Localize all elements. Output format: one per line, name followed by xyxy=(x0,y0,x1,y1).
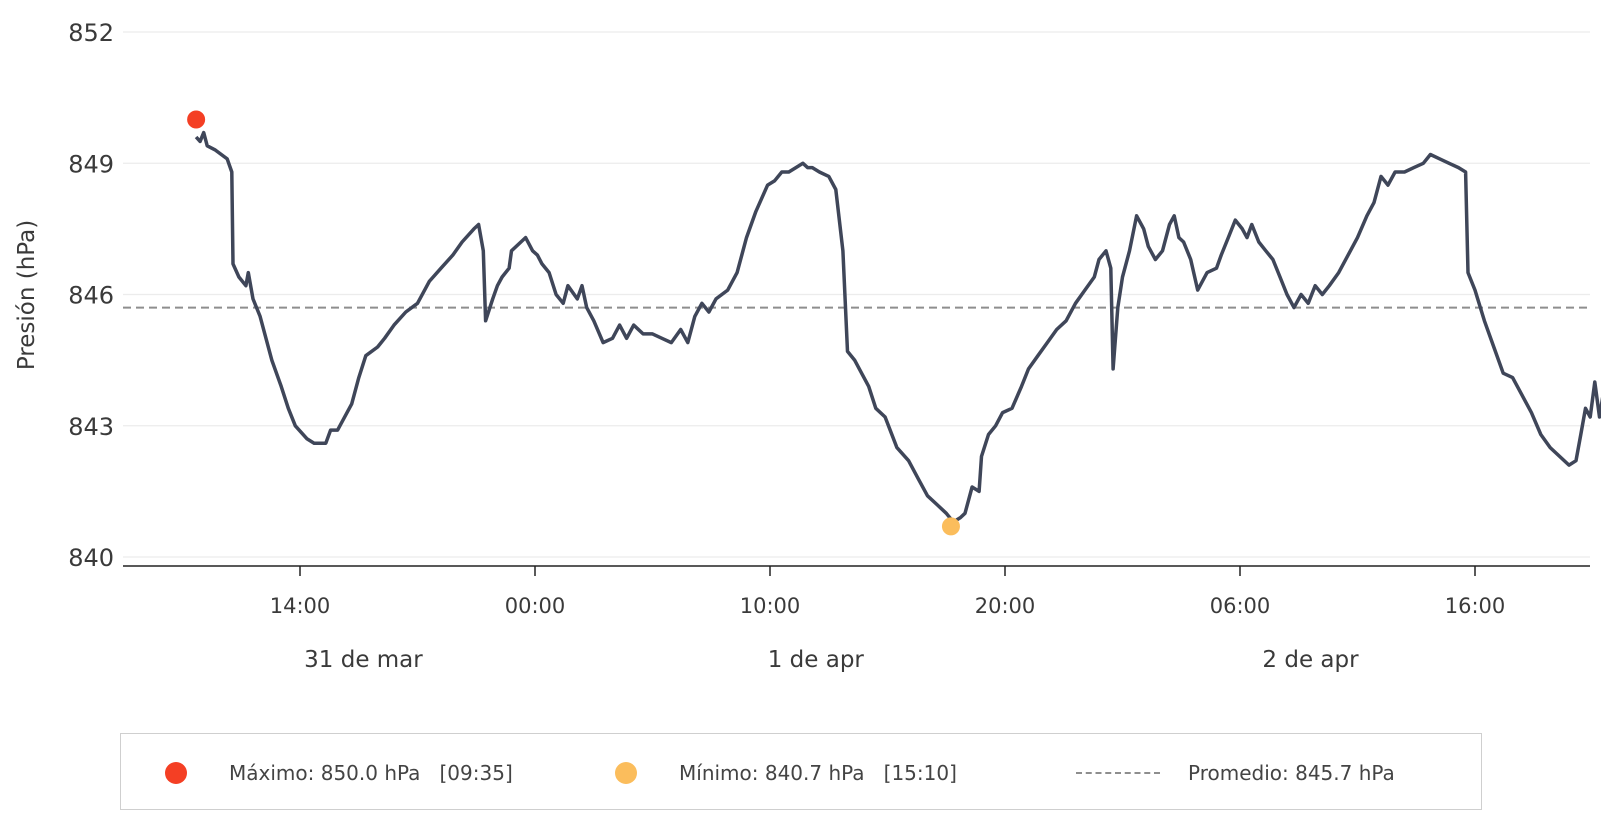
legend-item-max: Máximo: 850.0 hPa [09:35] xyxy=(165,734,513,811)
date-label: 31 de mar xyxy=(304,647,423,673)
y-axis-label: Presión (hPa) xyxy=(14,220,40,370)
date-label: 1 de apr xyxy=(768,647,865,673)
legend-label-min: Mínimo: 840.7 hPa [15:10] xyxy=(679,760,957,785)
y-tick-label: 849 xyxy=(68,150,114,178)
max-dot-icon xyxy=(165,761,187,784)
x-tick-label: 16:00 xyxy=(1445,594,1506,618)
max-marker xyxy=(187,110,206,129)
x-tick-label: 20:00 xyxy=(975,594,1036,618)
legend-label-max: Máximo: 850.0 hPa [09:35] xyxy=(229,760,513,785)
legend-item-min: Mínimo: 840.7 hPa [15:10] xyxy=(615,734,957,811)
dashed-line-icon xyxy=(1076,771,1160,774)
x-axis-ticks: 14:00 00:00 10:00 20:00 06:00 16:00 xyxy=(270,566,1506,618)
grid-lines xyxy=(123,31,1590,558)
x-tick-label: 06:00 xyxy=(1210,594,1271,618)
y-axis-ticks: 840 843 846 849 852 xyxy=(68,19,114,572)
legend-item-mean: Promedio: 845.7 hPa xyxy=(1076,734,1395,811)
pressure-line xyxy=(194,130,1601,524)
y-tick-label: 840 xyxy=(68,544,114,572)
legend: Máximo: 850.0 hPa [09:35] Mínimo: 840.7 … xyxy=(120,733,1482,810)
y-tick-label: 852 xyxy=(68,19,114,47)
x-tick-label: 10:00 xyxy=(740,594,801,618)
min-marker xyxy=(941,517,960,536)
date-label: 2 de apr xyxy=(1262,647,1359,673)
y-tick-label: 843 xyxy=(68,413,114,441)
min-dot-icon xyxy=(615,761,637,784)
x-tick-label: 14:00 xyxy=(270,594,331,618)
legend-label-mean: Promedio: 845.7 hPa xyxy=(1188,760,1395,785)
date-labels: 31 de mar 1 de apr 2 de apr xyxy=(304,647,1359,673)
y-tick-label: 846 xyxy=(68,282,114,310)
x-tick-label: 00:00 xyxy=(505,594,566,618)
